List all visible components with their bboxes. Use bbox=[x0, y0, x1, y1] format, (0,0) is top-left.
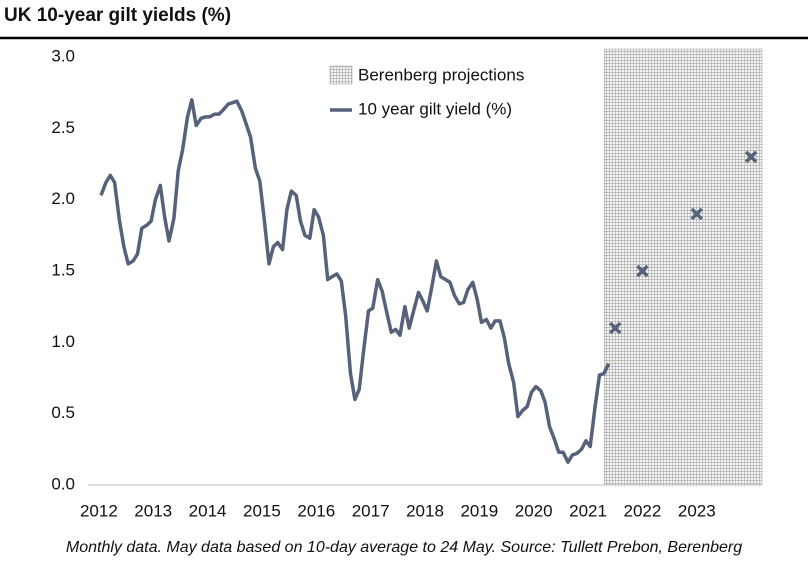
x-tick-label: 2016 bbox=[297, 501, 335, 520]
x-tick-label: 2022 bbox=[624, 501, 662, 520]
x-tick-label: 2019 bbox=[460, 501, 498, 520]
x-tick-label: 2023 bbox=[678, 501, 716, 520]
x-tick-label: 2015 bbox=[243, 501, 281, 520]
x-tick-label: 2017 bbox=[352, 501, 390, 520]
projection-marker bbox=[636, 264, 649, 278]
projection-marker bbox=[690, 207, 704, 221]
y-tick-label: 1.5 bbox=[51, 260, 75, 279]
x-tick-label: 2021 bbox=[569, 501, 607, 520]
projection-marker bbox=[609, 321, 622, 335]
y-tick-label: 2.5 bbox=[51, 118, 75, 137]
y-tick-label: 3.0 bbox=[51, 46, 75, 65]
x-tick-label: 2014 bbox=[189, 501, 227, 520]
y-tick-label: 0.5 bbox=[51, 403, 75, 422]
x-tick-label: 2020 bbox=[515, 501, 553, 520]
projection-region bbox=[604, 48, 763, 486]
y-tick-label: 1.0 bbox=[51, 332, 75, 351]
x-tick-label: 2018 bbox=[406, 501, 444, 520]
y-tick-label: 2.0 bbox=[51, 189, 75, 208]
legend-label: Berenberg projections bbox=[358, 65, 524, 84]
legend-swatch bbox=[329, 65, 353, 85]
y-tick-label: 0.0 bbox=[51, 474, 75, 493]
x-tick-label: 2012 bbox=[80, 501, 118, 520]
source-note: Monthly data. May data based on 10-day a… bbox=[66, 539, 742, 556]
yield-line bbox=[99, 98, 611, 464]
x-tick-label: 2013 bbox=[134, 501, 172, 520]
legend-label: 10 year gilt yield (%) bbox=[358, 99, 512, 118]
chart-title: UK 10-year gilt yields (%) bbox=[4, 5, 231, 26]
projection-marker bbox=[744, 150, 758, 164]
